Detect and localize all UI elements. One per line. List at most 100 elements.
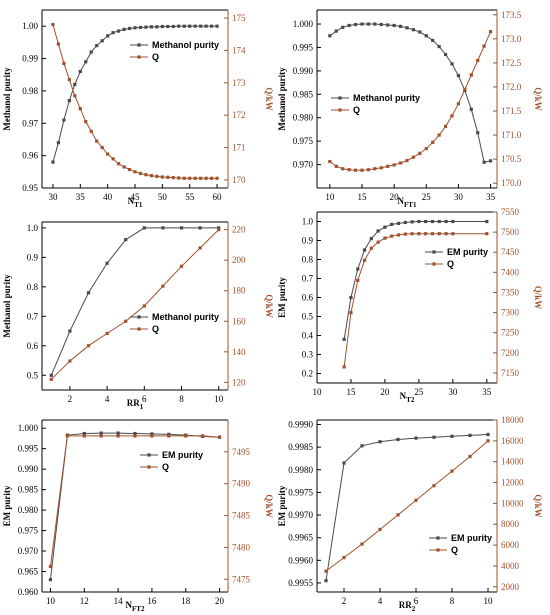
y-tick-label: 0.9 [27, 252, 39, 262]
data-point-series-1 [155, 25, 159, 29]
x-tick-label: 18 [181, 596, 191, 606]
x-tick-label: 4 [378, 596, 383, 606]
data-point-series-2 [179, 264, 184, 268]
x-tick-label: 6 [142, 394, 147, 404]
data-point-series-1 [482, 160, 486, 164]
data-point-series-1 [149, 25, 154, 29]
data-point-series-1 [161, 226, 165, 230]
y2-tick-label: 7550 [501, 207, 520, 217]
legend: EM purity Q [140, 450, 203, 472]
data-point-series-2 [171, 176, 175, 180]
data-point-series-2 [122, 165, 126, 169]
data-point-series-1 [347, 23, 351, 28]
x-tick-label: 60 [213, 192, 223, 202]
series-line-1 [343, 221, 487, 340]
data-point-series-1 [116, 431, 120, 435]
y2-tick-label: 7450 [501, 247, 520, 257]
data-point-series-1 [106, 34, 110, 38]
y2-tick-label: 12000 [501, 478, 524, 488]
y-tick-label: 0.990 [18, 464, 39, 474]
y-tick-label: 0.99 [22, 54, 38, 64]
data-point-series-1 [95, 44, 99, 48]
chart-panel-3: 2 4 6 8 10 0.5 0.6 0.7 0.8 0.9 1.0 120 140 160 180 200 2… [2, 221, 274, 411]
legend-marker-1 [137, 43, 141, 47]
x-tick-label: 35 [486, 192, 496, 202]
data-point-series-1 [67, 99, 71, 103]
data-point-series-2 [201, 434, 205, 438]
data-point-series-1 [356, 267, 360, 271]
data-point-series-2 [193, 176, 197, 180]
y2-tick-label: 7485 [232, 511, 251, 521]
legend-marker-1 [338, 96, 342, 100]
x-tick-label: 4 [105, 394, 110, 404]
data-point-series-1 [89, 50, 93, 54]
y-tick-label: 0.980 [18, 505, 39, 515]
y-tick-label: 0.9960 [288, 555, 313, 565]
x-tick-label: 12 [80, 596, 89, 606]
data-point-series-2 [209, 176, 214, 180]
y-tick-label: 0.9965 [288, 533, 313, 543]
legend-label-2: Q [152, 324, 159, 334]
data-point-series-2 [100, 145, 104, 150]
y-axis-label: EM purity [2, 485, 12, 526]
data-point-series-2 [95, 139, 99, 143]
data-point-series-2 [328, 159, 332, 164]
y2-tick-label: 8000 [501, 519, 520, 529]
data-point-series-1 [334, 29, 338, 33]
y-tick-label: 1.000 [18, 423, 39, 433]
x-tick-label: 14 [114, 596, 124, 606]
y2-tick-label: 174 [232, 45, 246, 55]
data-point-series-2 [482, 44, 486, 48]
data-point-series-2 [161, 284, 165, 288]
data-point-series-2 [347, 168, 351, 172]
y2-tick-label: 14000 [501, 457, 524, 467]
x-tick-label: 20 [390, 192, 400, 202]
data-point-series-1 [100, 39, 104, 43]
data-point-series-2 [49, 377, 53, 381]
data-point-series-2 [68, 359, 72, 363]
data-point-series-1 [62, 118, 66, 122]
y-tick-label: 0.8 [27, 282, 39, 292]
data-point-series-2 [349, 310, 353, 315]
data-point-series-1 [217, 226, 221, 230]
data-point-series-2 [456, 102, 461, 106]
data-point-series-1 [411, 28, 416, 32]
data-point-series-1 [105, 261, 109, 265]
data-point-series-2 [160, 175, 164, 179]
y2-axis-label: Q/kW [533, 286, 543, 310]
x-axis-label-subscript: T1 [134, 201, 143, 209]
legend-label-1: EM purity [447, 247, 488, 257]
data-point-series-1 [437, 44, 441, 49]
data-point-series-2 [469, 73, 473, 77]
data-point-series-1 [405, 26, 409, 30]
data-point-series-2 [133, 434, 137, 438]
data-point-series-2 [67, 77, 71, 82]
data-point-series-2 [437, 133, 441, 137]
y2-tick-label: 18000 [501, 415, 524, 425]
data-point-series-1 [414, 436, 418, 440]
series-line-1 [325, 433, 489, 581]
y-tick-label: 0.965 [18, 567, 39, 577]
data-point-series-2 [392, 163, 396, 167]
x-axis-label: NFT1 [398, 196, 417, 209]
legend-label-1: EM purity [451, 533, 492, 543]
y2-tick-label: 7250 [501, 328, 520, 338]
y-tick-label: 0.975 [18, 526, 39, 536]
data-point-series-2 [378, 527, 382, 532]
y-tick-label: 0.9970 [288, 510, 313, 520]
y-tick-label: 0.7 [302, 274, 314, 284]
data-point-series-1 [116, 29, 121, 33]
data-point-series-2 [199, 176, 203, 180]
data-point-series-2 [217, 228, 221, 232]
data-point-series-1 [369, 237, 373, 241]
data-point-series-2 [430, 232, 435, 236]
y-tick-label: 0.995 [293, 42, 314, 52]
data-point-series-1 [386, 23, 390, 27]
chart-panel-5: 10 12 14 16 18 20 0.960 0.965 0.970 0.975 0.980 0.9… [2, 419, 274, 613]
x-tick-label: 10 [484, 596, 494, 606]
y2-tick-label: 16000 [501, 436, 524, 446]
y2-tick-label: 170 [232, 175, 246, 185]
data-point-series-1 [403, 220, 407, 225]
y-tick-label: 0.9 [302, 236, 314, 246]
data-point-series-2 [403, 232, 407, 236]
